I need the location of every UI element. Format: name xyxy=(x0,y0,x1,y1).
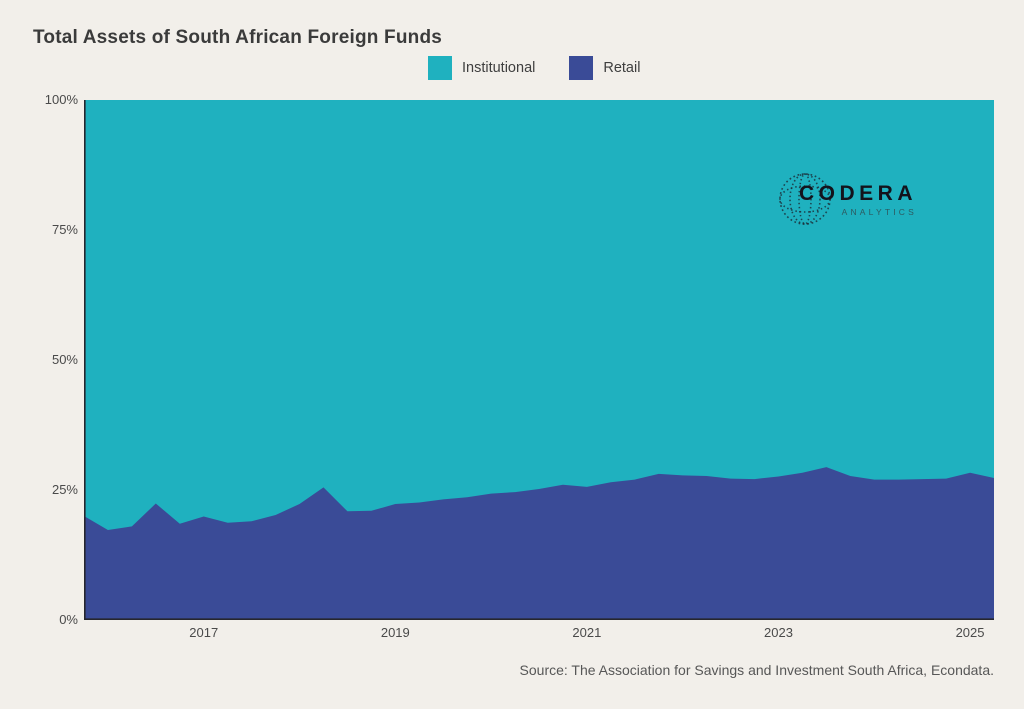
legend-item-institutional: Institutional xyxy=(428,56,535,80)
legend: Institutional Retail xyxy=(428,56,674,80)
x-axis-tick-label: 2017 xyxy=(189,625,219,640)
y-axis-tick-label: 0% xyxy=(59,612,78,627)
y-axis-tick-label: 100% xyxy=(44,92,78,107)
x-axis-tick-label: 2019 xyxy=(380,625,410,640)
globe-icon xyxy=(779,173,831,225)
retail-area xyxy=(84,467,994,620)
logo-wordmark: CODERA xyxy=(799,182,918,205)
logo-text: CODERA ANALYTICS xyxy=(799,182,917,217)
source-note: Source: The Association for Savings and … xyxy=(519,662,994,678)
page-title: Total Assets of South African Foreign Fu… xyxy=(33,27,443,48)
legend-swatch-institutional-icon xyxy=(428,56,452,80)
y-axis-tick-label: 75% xyxy=(51,222,78,237)
legend-label-retail: Retail xyxy=(603,60,641,76)
y-axis-tick-label: 50% xyxy=(51,352,78,367)
x-axis-tick-label: 2023 xyxy=(764,625,793,640)
y-axis-tick-label: 25% xyxy=(51,482,78,497)
x-axis-tick-label: 2021 xyxy=(572,625,602,640)
legend-item-retail: Retail xyxy=(569,56,640,80)
stacked-area-svg xyxy=(84,100,994,620)
legend-swatch-retail-icon xyxy=(569,56,594,80)
logo-subtitle: ANALYTICS xyxy=(841,207,917,217)
x-axis-tick-label: 2025 xyxy=(955,625,985,640)
chart-plot-area xyxy=(84,100,994,620)
legend-label-institutional: Institutional xyxy=(462,60,536,76)
codera-logo: CODERA ANALYTICS xyxy=(777,170,932,228)
